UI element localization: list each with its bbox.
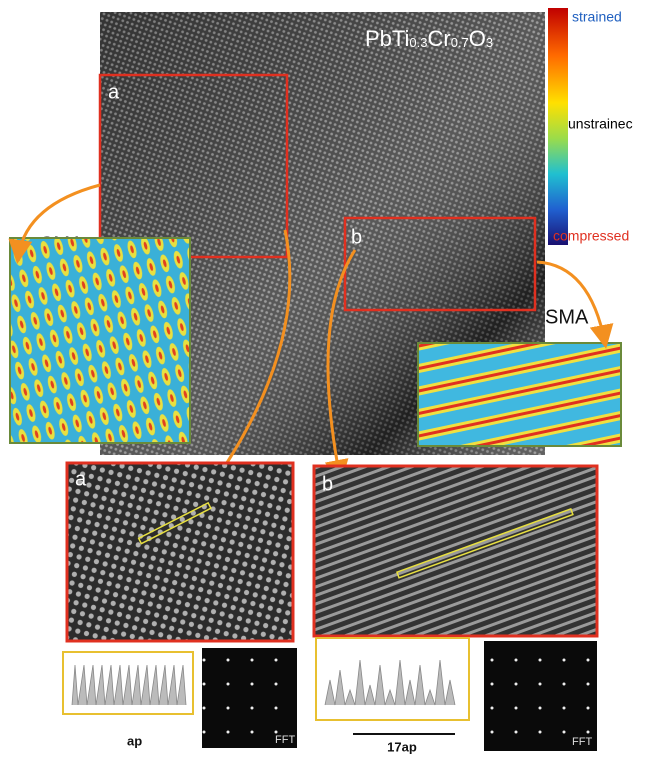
profile-b-label: 17ap bbox=[387, 739, 417, 754]
panel-a-image bbox=[67, 463, 293, 641]
arrow bbox=[537, 262, 605, 343]
box-a-label: a bbox=[108, 81, 120, 103]
text: 0.7 bbox=[451, 35, 469, 50]
colorbar-middle: unstrainec bbox=[568, 116, 633, 132]
colorbar bbox=[548, 8, 568, 245]
formula: PbTi0.3Cr0.7O3 bbox=[365, 26, 493, 51]
panel-b-label: b bbox=[322, 473, 333, 495]
figure: PbTi0.3Cr0.7O3 a b strained unstrainec c… bbox=[0, 0, 653, 755]
sma-map-right bbox=[418, 343, 621, 446]
text: Cr bbox=[428, 26, 451, 51]
text: 0.3 bbox=[409, 35, 427, 50]
fft-a-label: FFT bbox=[275, 734, 295, 746]
box-b-label: b bbox=[351, 226, 362, 248]
text: 3 bbox=[486, 35, 493, 50]
text: O bbox=[469, 26, 486, 51]
panel-a-label: a bbox=[75, 468, 87, 490]
colorbar-top: strained bbox=[572, 9, 622, 25]
sma-map-left bbox=[10, 238, 190, 443]
text: PbTi bbox=[365, 26, 409, 51]
sma-right-label: SMA bbox=[545, 306, 589, 328]
fft-b bbox=[484, 641, 597, 751]
fft-b-label: FFT bbox=[572, 736, 592, 748]
profile-a-label: ap bbox=[127, 733, 142, 748]
colorbar-bottom: compressed bbox=[553, 228, 629, 244]
